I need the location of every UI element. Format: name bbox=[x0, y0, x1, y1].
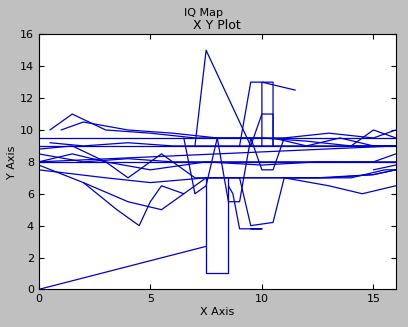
Y-axis label: Y Axis: Y Axis bbox=[7, 145, 17, 179]
X-axis label: X Axis: X Axis bbox=[200, 307, 234, 317]
Title: X Y Plot: X Y Plot bbox=[193, 19, 241, 32]
Text: IQ Map: IQ Map bbox=[184, 8, 224, 18]
